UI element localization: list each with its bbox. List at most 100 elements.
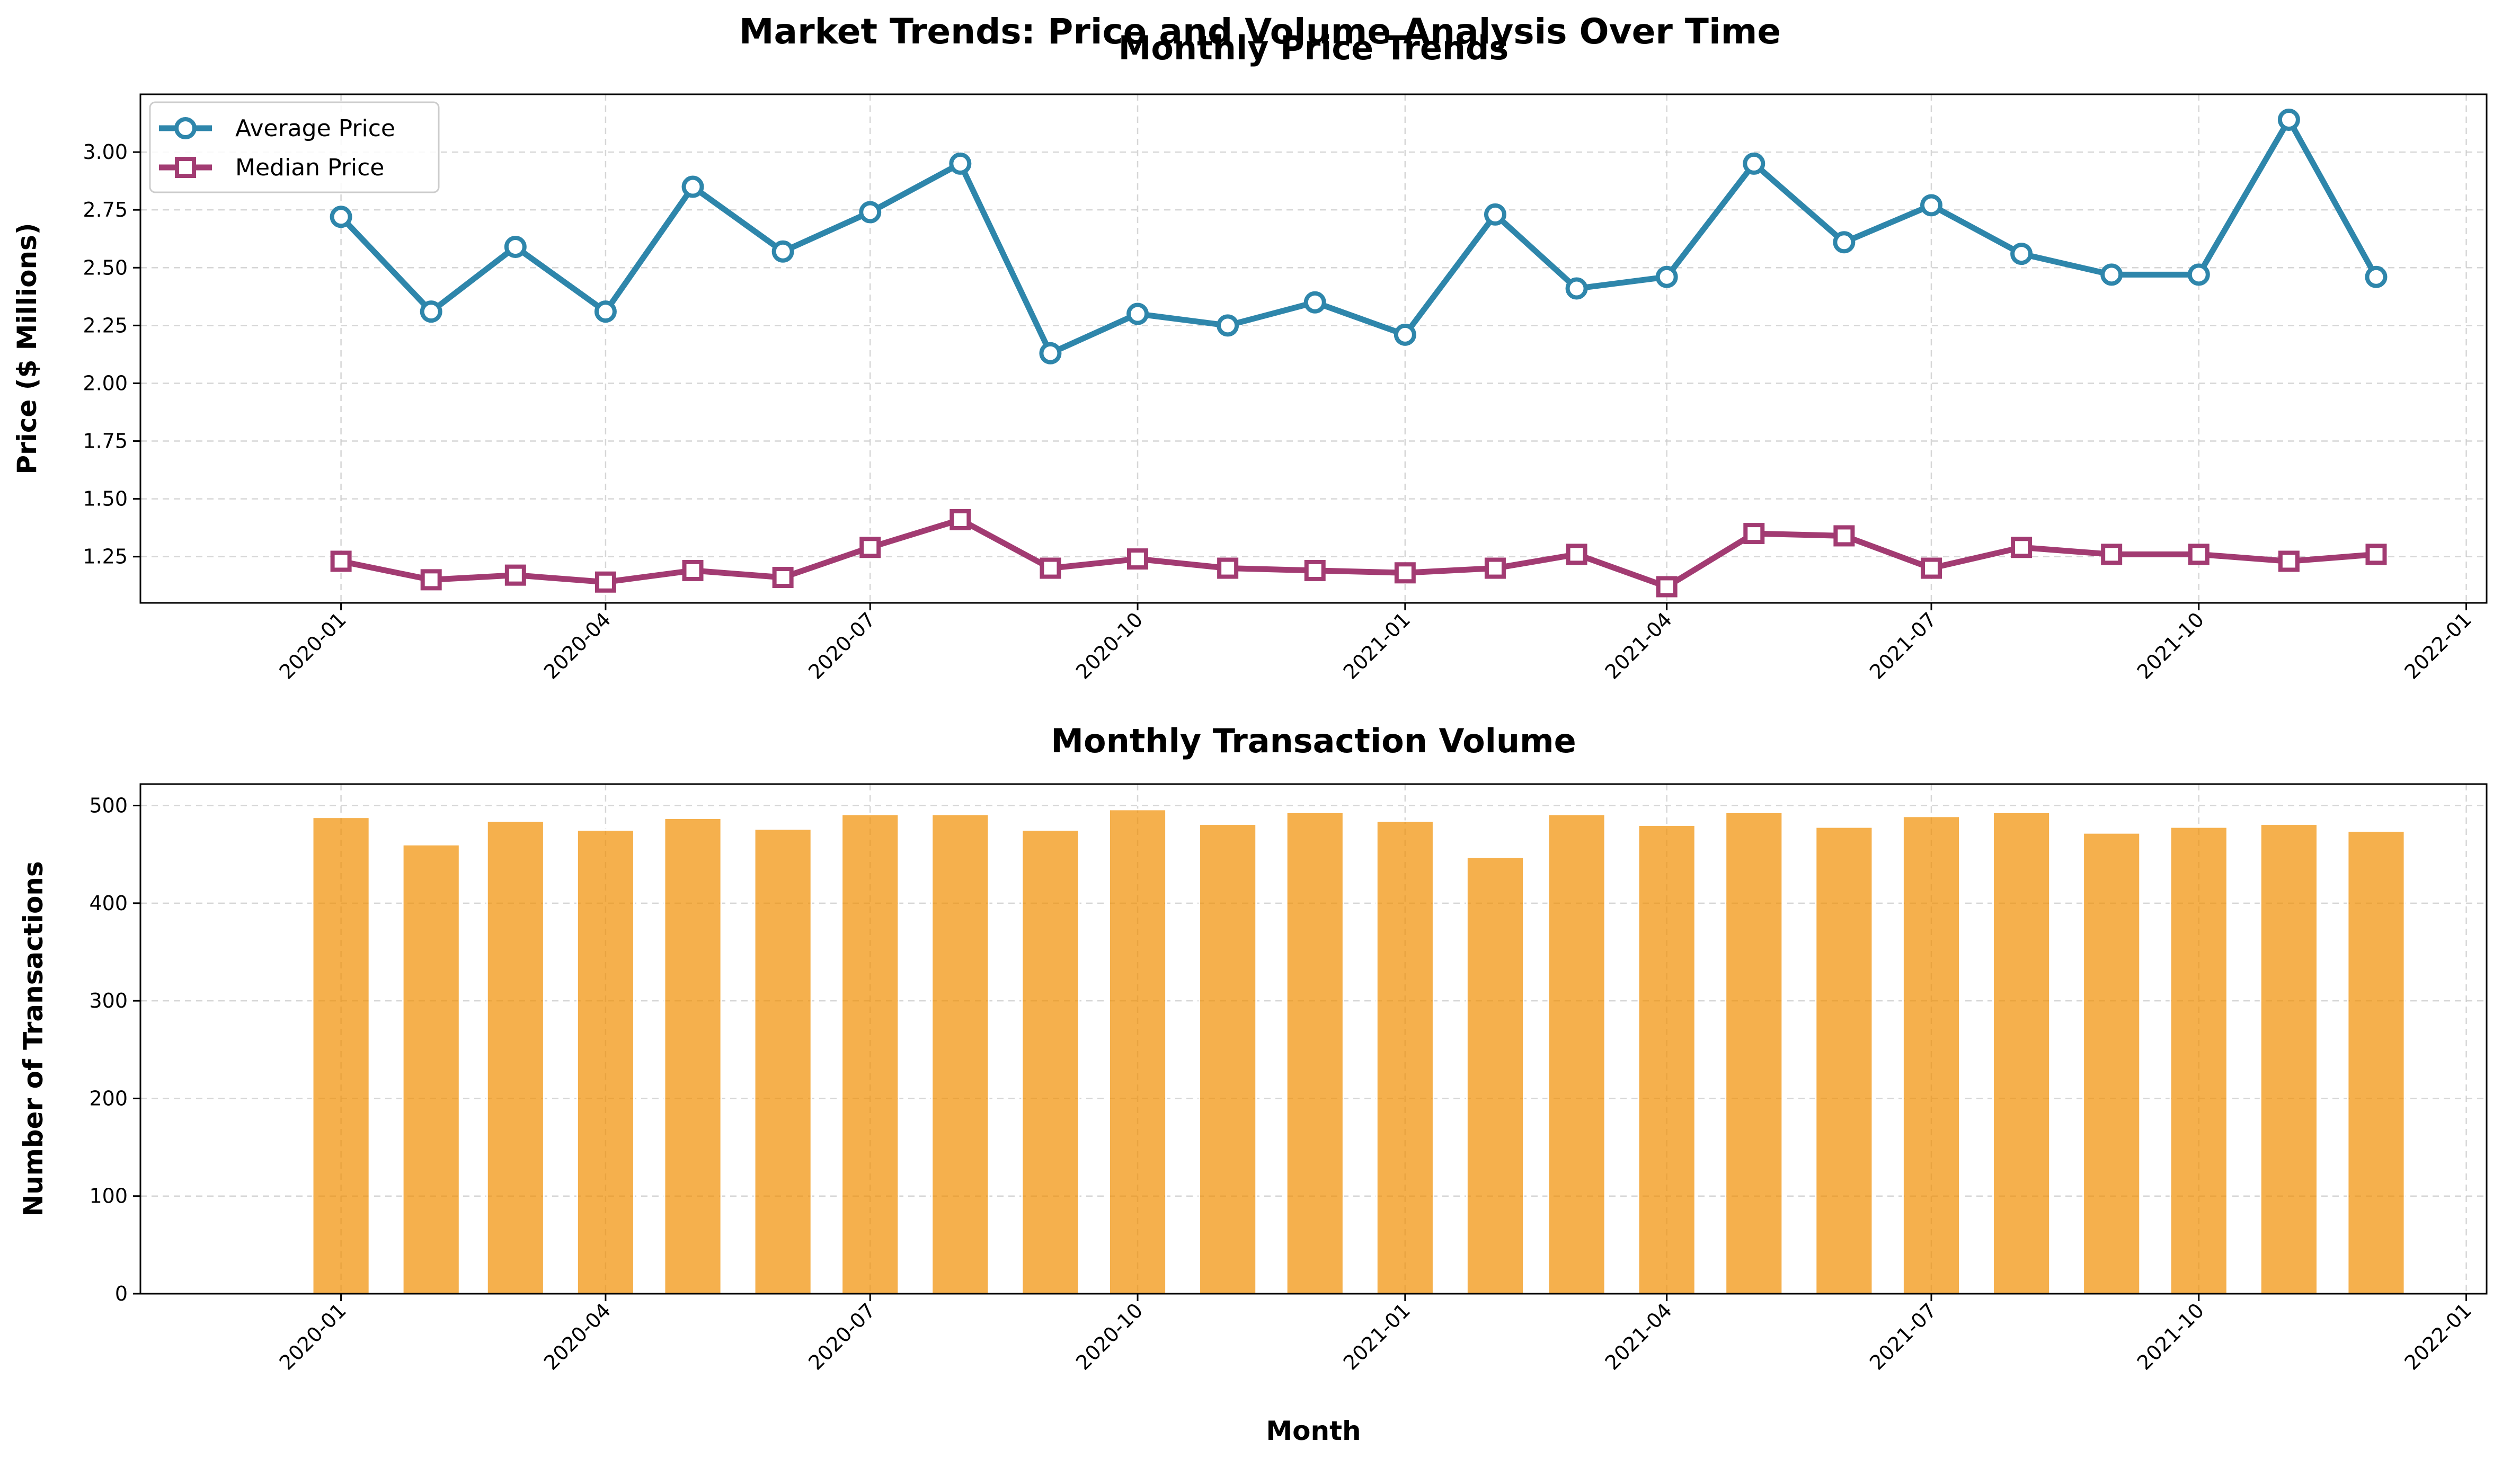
volume-bar	[1902, 815, 1961, 1295]
x-tick-label: 2020-04	[539, 608, 615, 683]
y-tick-label: 3.00	[83, 140, 128, 164]
average-price-point	[2365, 265, 2388, 288]
y-tick-label: 1.25	[83, 545, 128, 568]
average-price-point	[2187, 263, 2210, 286]
x-tick-label: 2020-10	[1071, 1298, 1147, 1374]
median-price-point	[504, 564, 526, 586]
volume-bar	[1199, 823, 1257, 1295]
y-tick-label: 2.75	[83, 198, 128, 221]
x-tick-label: 2021-04	[1601, 608, 1676, 683]
median-price-point	[1217, 557, 1239, 579]
x-tick-label: 2022-01	[2400, 1298, 2476, 1374]
volume-bar	[1108, 808, 1167, 1295]
y-tick-label: 400	[89, 892, 128, 915]
y-tick-label: 2.00	[83, 371, 128, 395]
volume-bar	[1285, 811, 1344, 1295]
average-price-point	[2010, 243, 2033, 265]
median-price-point	[1394, 562, 1416, 584]
x-tick-label: 2021-01	[1339, 608, 1415, 683]
x-tick-label: 2022-01	[2400, 608, 2476, 683]
average-price-point	[1303, 291, 1326, 314]
volume-bar	[2347, 830, 2406, 1295]
average-price-point	[594, 300, 617, 323]
x-tick-label: 2020-01	[275, 608, 351, 683]
x-tick-label: 2021-04	[1601, 1298, 1676, 1374]
x-tick-label: 2020-07	[804, 608, 880, 683]
average-price-point	[1655, 265, 1678, 288]
transaction-volume-chart: 0 100 200 300 400 500 2020-01 2020-04 2020-07 202…	[18, 722, 2488, 1446]
median-price-point	[1304, 559, 1326, 581]
average-price-point	[1394, 323, 1416, 346]
median-price-point	[1743, 523, 1765, 545]
average-price-point	[1743, 152, 1765, 175]
legend-box	[149, 101, 440, 193]
x-tick-label: 2021-10	[2133, 1298, 2208, 1374]
volume-bar	[1547, 813, 1606, 1295]
median-price-point	[859, 537, 881, 558]
average-price-point	[330, 206, 352, 228]
volume-bar	[1992, 811, 2051, 1295]
median-price-point	[420, 569, 442, 591]
volume-y-axis-label: Number of Transactions	[18, 861, 49, 1216]
x-tick-label: 2020-07	[804, 1298, 880, 1374]
legend-marker	[175, 157, 196, 178]
y-tick-label: 2.50	[83, 256, 128, 279]
median-price-point	[1656, 576, 1678, 598]
volume-bar	[2082, 832, 2141, 1295]
y-tick-label: 1.75	[83, 430, 128, 453]
median-price-point	[2278, 550, 2300, 572]
y-tick-label: 1.50	[83, 487, 128, 511]
y-tick-label: 500	[89, 794, 128, 817]
median-price-point	[2011, 537, 2033, 558]
axes-frame	[139, 93, 2488, 604]
average-price-point	[771, 240, 794, 263]
volume-bar	[841, 813, 900, 1295]
average-price-point	[1920, 194, 1942, 217]
volume-bar	[663, 817, 722, 1295]
volume-bar	[753, 828, 812, 1295]
volume-bar	[1376, 820, 1434, 1295]
volume-bar	[931, 813, 990, 1295]
volume-bar	[2169, 826, 2228, 1295]
average-price-point	[1833, 231, 1856, 254]
volume-x-axis-label: Month	[1266, 1416, 1361, 1446]
volume-bar	[486, 820, 545, 1295]
average-price-point	[2100, 263, 2123, 286]
price-chart-title: Monthly Price Trends	[1119, 29, 1509, 67]
median-price-point	[950, 509, 971, 530]
figure-title: Market Trends: Price and Volume Analysis…	[739, 11, 1781, 52]
volume-bar	[312, 816, 370, 1295]
average-price-point	[1484, 203, 1506, 226]
axes-frame	[139, 783, 2488, 1295]
volume-bar	[1725, 811, 1783, 1295]
volume-bar	[576, 829, 635, 1295]
x-tick-label: 2020-10	[1071, 608, 1147, 683]
median-price-point	[1040, 557, 1061, 579]
average-price-point	[2277, 109, 2300, 131]
average-price-point	[504, 236, 527, 258]
median-price-point	[1920, 557, 1942, 579]
volume-chart-title: Monthly Transaction Volume	[1051, 722, 1576, 760]
x-tick-label: 2020-04	[539, 1298, 615, 1374]
average-price-point	[1039, 342, 1062, 364]
y-tick-label: 200	[89, 1087, 128, 1110]
median-price-point	[1127, 548, 1149, 570]
median-price-point	[594, 571, 616, 593]
average-price-point	[1565, 277, 1588, 300]
x-tick-label: 2021-07	[1865, 608, 1941, 683]
average-price-point	[420, 300, 442, 323]
volume-bar	[1637, 824, 1696, 1295]
median-price-point	[2188, 544, 2210, 565]
price-legend: Average Price Median Price	[149, 101, 440, 193]
volume-bar	[402, 843, 460, 1295]
volume-bar	[1021, 829, 1080, 1295]
median-price-point	[330, 550, 352, 572]
y-tick-label: 100	[89, 1185, 128, 1208]
median-price-point	[2365, 544, 2387, 565]
legend-marker	[174, 117, 197, 139]
median-price-point	[682, 559, 704, 581]
average-price-line	[338, 117, 2379, 357]
volume-bar	[2259, 823, 2318, 1295]
volume-bar	[1815, 826, 1874, 1295]
